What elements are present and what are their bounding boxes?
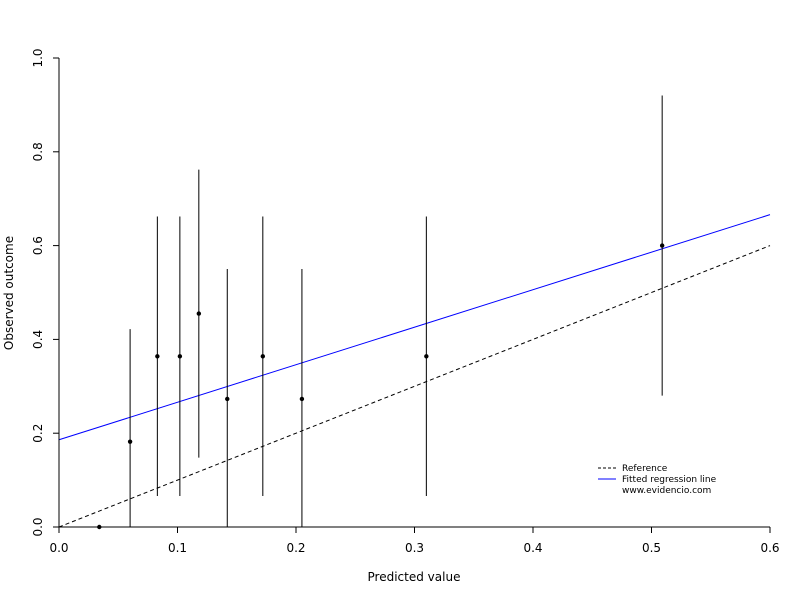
data-point bbox=[196, 311, 202, 316]
legend-regression-label: Fitted regression line bbox=[622, 475, 717, 485]
reference-line bbox=[58, 245, 771, 528]
y-axis-ticks: 0.0 0.2 0.4 0.6 0.8 1.0 bbox=[31, 48, 59, 537]
plot-area bbox=[58, 95, 771, 530]
y-tick-label: 0.2 bbox=[31, 424, 45, 443]
data-point bbox=[225, 396, 230, 402]
x-tick-label: 0.6 bbox=[760, 541, 779, 555]
legend-note: www.evidencio.com bbox=[622, 486, 711, 496]
y-tick-label: 0.8 bbox=[31, 142, 45, 161]
data-point bbox=[299, 396, 305, 402]
legend: Reference Fitted regression line www.evi… bbox=[598, 464, 717, 496]
x-tick-label: 0.0 bbox=[49, 541, 68, 555]
data-point bbox=[155, 354, 160, 359]
x-tick-label: 0.2 bbox=[286, 541, 305, 555]
y-tick-label: 1.0 bbox=[31, 48, 45, 67]
y-tick-label: 0.0 bbox=[31, 517, 45, 536]
x-tick-label: 0.4 bbox=[523, 541, 542, 555]
x-tick-label: 0.1 bbox=[168, 541, 187, 555]
y-tick-label: 0.4 bbox=[31, 330, 45, 349]
x-axis-ticks: 0.0 0.1 0.2 0.3 0.4 0.5 0.6 bbox=[49, 527, 780, 555]
data-point bbox=[177, 354, 183, 359]
data-point bbox=[127, 439, 133, 444]
x-tick-label: 0.3 bbox=[405, 541, 424, 555]
data-point bbox=[260, 354, 266, 359]
x-axis-title: Predicted value bbox=[368, 570, 461, 584]
regression-line bbox=[58, 214, 771, 441]
x-tick-label: 0.5 bbox=[642, 541, 661, 555]
y-tick-label: 0.6 bbox=[31, 236, 45, 255]
data-point bbox=[659, 243, 665, 248]
data-point bbox=[424, 354, 429, 359]
legend-reference-label: Reference bbox=[622, 464, 668, 474]
y-axis-title: Observed outcome bbox=[2, 236, 16, 350]
